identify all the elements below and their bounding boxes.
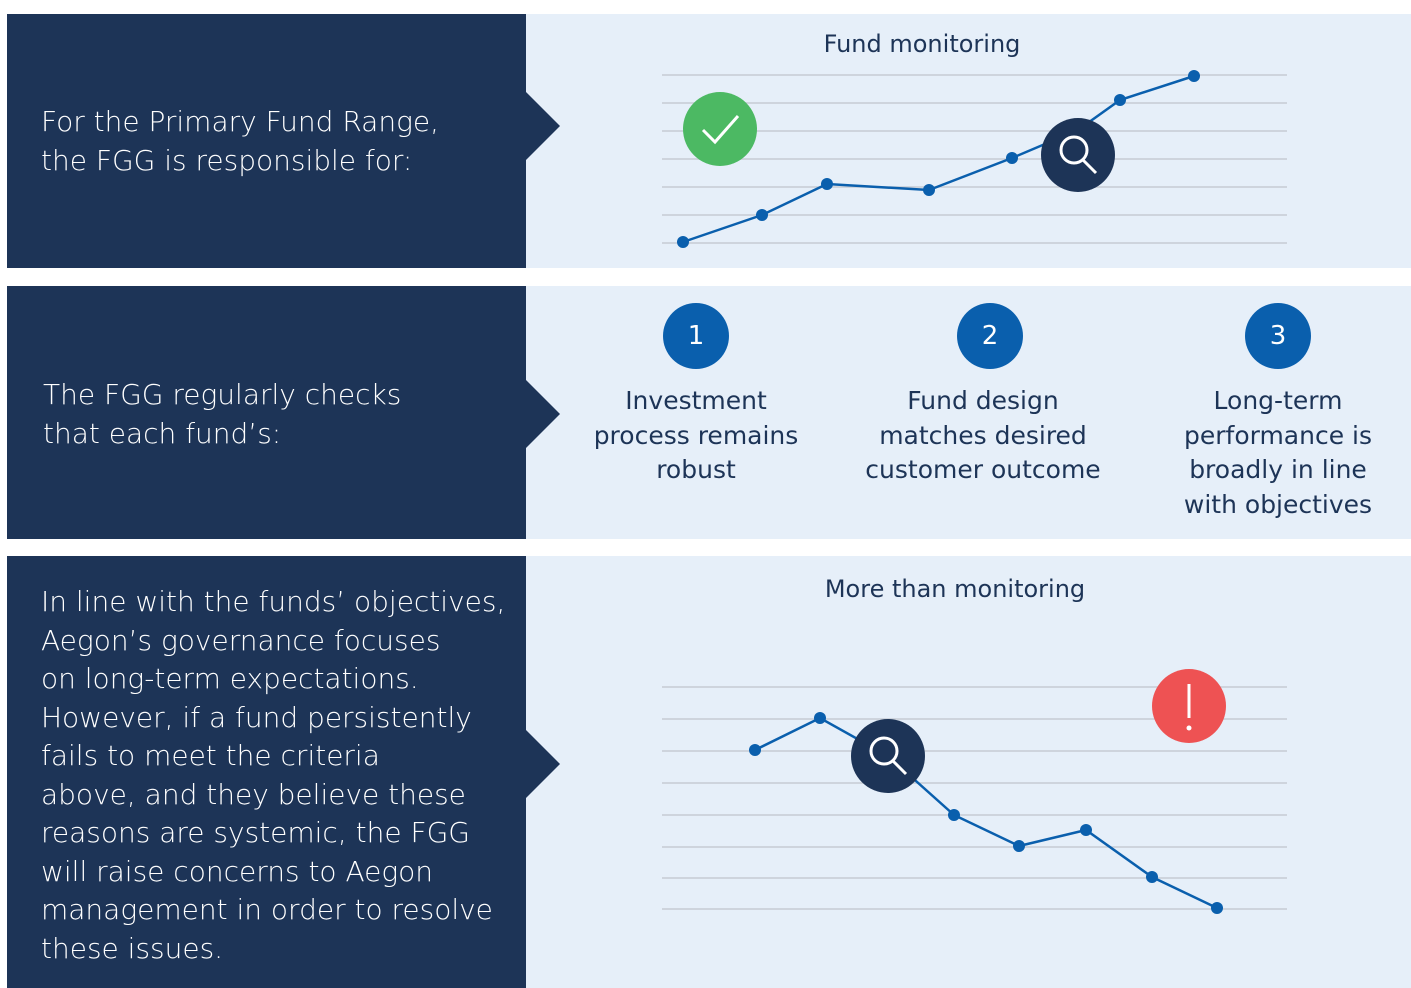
grid-1 [662,74,1287,244]
text-line: will raise concerns to Aegon [41,854,434,888]
search-icon [1041,118,1115,192]
number-badge: 1 [663,303,729,369]
text-line: broadly in line [1189,455,1367,484]
alert-icon [1152,669,1226,743]
text-line: reasons are systemic, the FGG [41,816,470,849]
text-line: customer outcome [865,455,1101,484]
search-icon [851,719,925,793]
text-line: Long-term [1213,386,1343,415]
check-icon [683,92,757,166]
number-badge: 3 [1245,303,1311,369]
item-label: Fund design matches desired customer outco… [853,384,1113,488]
text-line: management in order to resolve [41,893,493,926]
number-badge: 2 [957,303,1023,369]
text-line: In line with the funds’ objectives, [41,585,506,618]
text-line: matches desired [879,420,1087,450]
text-line: that each fund’s: [43,416,282,450]
line-1 [677,70,1200,248]
row-text: For the Primary Fund Range, the FGG is re… [41,103,439,180]
text-line: Fund design [907,386,1059,415]
text-line: For the Primary Fund Range, [41,105,440,138]
text-line: with objectives [1183,489,1373,519]
item-label: Investment process remains robust [566,384,826,488]
text-line: process remains [593,420,799,450]
text-line: Investment [625,386,767,415]
chart-title: Fund monitoring [823,30,1021,58]
row-text: The FGG regularly checks that each fund’s… [43,376,401,453]
text-line: performance is [1183,420,1373,450]
text-line: The FGG regularly checks [43,378,402,411]
text-line: the FGG is responsible for: [41,143,413,177]
text-line: Aegon’s governance focuses [41,623,441,657]
chart-title: More than monitoring [824,575,1086,603]
text-line: However, if a fund persistently [41,700,472,734]
text-line: on long-term expectations. [41,662,419,695]
text-line: fails to meet the criteria [41,739,380,772]
text-line: robust [656,455,736,484]
row-text: In line with the funds’ objectives, Aegon… [41,583,505,968]
line-2 [749,712,1223,914]
text-line: above, and they believe these [41,777,466,811]
item-label: Long-term performance is broadly in line wi… [1148,384,1408,522]
text-line: these issues. [41,931,224,965]
